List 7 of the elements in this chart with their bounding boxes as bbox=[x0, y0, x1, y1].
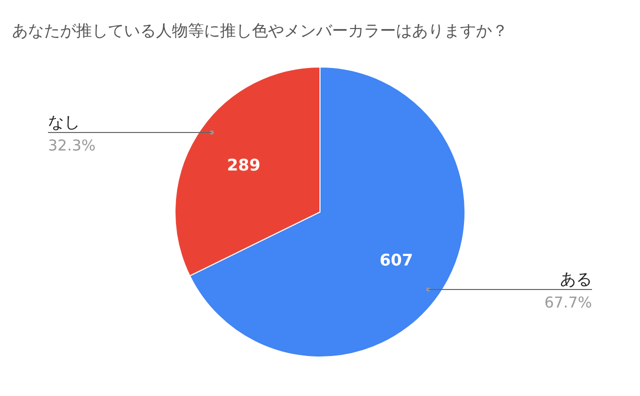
slice-label: なし bbox=[48, 112, 80, 132]
data-label: 289 bbox=[227, 155, 260, 174]
slice-label: ある bbox=[560, 270, 592, 289]
text: 67.7% bbox=[544, 294, 592, 312]
text: 32.3% bbox=[48, 136, 96, 154]
chart-title: あなたが推している人物等に推し色やメンバーカラーはありますか？ bbox=[12, 21, 508, 40]
data-label: 607 bbox=[380, 250, 413, 270]
